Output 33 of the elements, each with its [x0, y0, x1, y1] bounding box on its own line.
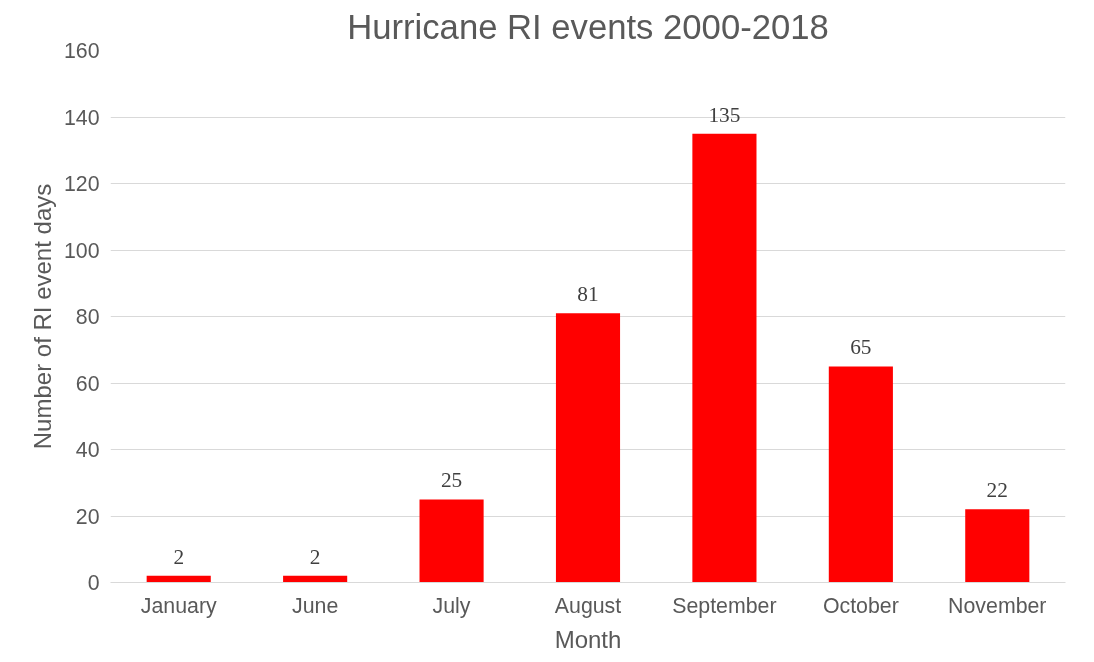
y-tick-label: 80 — [75, 305, 100, 329]
chart-title: Hurricane RI events 2000-2018 — [347, 7, 829, 46]
y-tick-label: 100 — [63, 238, 100, 263]
y-tick-label: 160 — [63, 39, 100, 63]
y-axis-title: Number of RI event days — [28, 183, 56, 450]
bar — [419, 499, 484, 583]
x-tick-label: January — [140, 593, 217, 618]
x-tick-label: November — [948, 593, 1047, 618]
bar — [283, 575, 348, 583]
data-label: 2 — [309, 544, 321, 569]
bar — [828, 366, 893, 583]
x-axis-title: Month — [554, 625, 622, 653]
x-tick-label: October — [822, 593, 899, 618]
bar — [555, 313, 621, 583]
y-tick-label: 120 — [63, 172, 100, 196]
x-tick-label: August — [554, 593, 622, 618]
data-label: 22 — [986, 478, 1008, 503]
bar — [692, 133, 757, 583]
y-tick-label: 60 — [75, 371, 100, 396]
y-tick-label: 40 — [75, 438, 100, 462]
bar — [146, 575, 211, 583]
y-tick-label: 20 — [75, 504, 100, 529]
data-label: 2 — [173, 544, 185, 569]
x-tick-label: July — [432, 593, 471, 618]
x-tick-label: September — [672, 593, 777, 618]
data-label: 25 — [440, 468, 463, 493]
x-tick-label: June — [292, 593, 339, 618]
data-label: 65 — [850, 335, 872, 360]
y-tick-label: 0 — [87, 571, 100, 595]
bar — [965, 509, 1030, 583]
y-tick-label: 140 — [63, 105, 100, 130]
data-label: 81 — [577, 282, 599, 307]
data-label: 135 — [708, 102, 741, 127]
